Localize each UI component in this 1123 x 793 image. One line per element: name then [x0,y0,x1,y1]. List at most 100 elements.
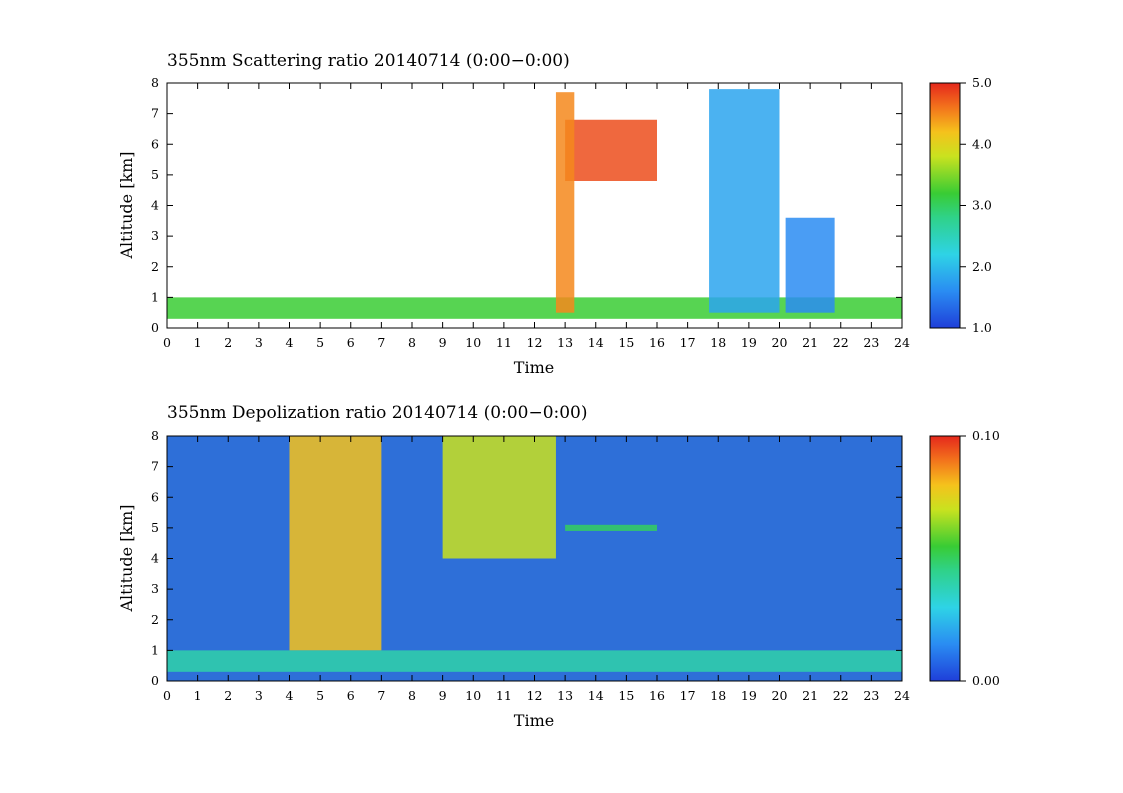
x-tick-label: 24 [894,688,910,703]
x-tick-label: 19 [741,688,757,703]
y-tick-label: 2 [151,259,159,274]
x-tick-label: 0 [163,688,171,703]
x-axis: 0 1 2 3 4 5 6 7 8 9 10 11 12 13 14 15 16 17 18 19 20 21 22 23 24 [163,83,910,350]
depolarization-ratio-panel: 355nm Depolization ratio 20140714 (0:00−… [117,403,1000,730]
x-tick-label: 2 [224,688,232,703]
x-tick-label: 24 [894,335,910,350]
x-tick-label: 13 [557,335,573,350]
y-tick-label: 6 [151,489,159,504]
colorbar [929,82,961,329]
x-tick-label: 10 [465,335,481,350]
x-tick-label: 16 [649,335,665,350]
x-tick-label: 14 [588,335,604,350]
x-tick-label: 5 [316,335,324,350]
x-tick-label: 12 [527,688,543,703]
heatmap-region [785,217,835,313]
x-tick-label: 5 [316,688,324,703]
y-tick-label: 3 [151,581,159,596]
x-axis-label: Time [514,711,554,730]
x-tick-label: 11 [496,688,512,703]
y-axis-label: Altitude [km] [117,151,136,259]
x-axis: 0 1 2 3 4 5 6 7 8 9 10 11 12 13 14 15 16 17 18 19 20 21 22 23 24 [163,436,910,703]
colorbar-ticks: 5.0 4.0 3.0 2.0 1.0 [960,75,992,335]
x-tick-label: 22 [833,688,849,703]
x-tick-label: 1 [194,335,202,350]
x-tick-label: 15 [618,688,634,703]
y-tick-label: 3 [151,228,159,243]
x-tick-label: 9 [439,335,447,350]
heatmap-region [442,436,556,559]
y-tick-label: 1 [151,642,159,657]
x-axis-label: Time [514,358,554,377]
x-tick-label: 21 [802,688,818,703]
chart-title: 355nm Scattering ratio 20140714 (0:00−0:… [167,51,570,71]
y-axis: 0 1 2 3 4 5 6 7 8 [151,75,902,335]
colorbar-tick-label: 0.10 [972,428,1000,443]
heatmap-region [289,436,382,651]
x-tick-label: 4 [286,688,294,703]
x-tick-label: 6 [347,688,355,703]
y-axis: 0 1 2 3 4 5 6 7 8 [151,428,902,688]
y-tick-label: 5 [151,167,159,182]
chart-title: 355nm Depolization ratio 20140714 (0:00−… [167,403,588,423]
x-tick-label: 10 [465,688,481,703]
heatmap-region [709,89,780,313]
x-tick-label: 7 [377,335,385,350]
x-tick-label: 20 [772,688,788,703]
y-tick-label: 0 [151,673,159,688]
x-tick-label: 0 [163,335,171,350]
x-tick-label: 8 [408,335,416,350]
x-tick-label: 18 [710,688,726,703]
x-tick-label: 23 [863,688,879,703]
x-tick-label: 7 [377,688,385,703]
x-tick-label: 4 [286,335,294,350]
x-tick-label: 13 [557,688,573,703]
x-tick-label: 19 [741,335,757,350]
y-tick-label: 7 [151,106,159,121]
y-tick-label: 0 [151,320,159,335]
colorbar-tick-label: 5.0 [972,75,992,90]
x-tick-label: 11 [496,335,512,350]
y-tick-label: 8 [151,75,159,90]
x-tick-label: 17 [680,688,696,703]
heatmap-region [565,524,657,531]
y-tick-label: 4 [151,198,159,213]
colorbar [929,435,961,682]
scattering-ratio-panel: 355nm Scattering ratio 20140714 (0:00−0:… [117,51,992,377]
y-tick-label: 1 [151,289,159,304]
x-tick-label: 2 [224,335,232,350]
y-axis-label: Altitude [km] [117,504,136,612]
colorbar-ticks: 0.10 0.00 [960,428,1000,688]
x-tick-label: 3 [255,335,263,350]
heatmap-region [565,119,657,181]
x-tick-label: 14 [588,688,604,703]
x-tick-label: 1 [194,688,202,703]
heatmap-region [555,92,575,313]
x-tick-label: 17 [680,335,696,350]
heatmap-image [167,89,902,319]
x-tick-label: 3 [255,688,263,703]
colorbar-tick-label: 4.0 [972,136,992,151]
x-tick-label: 6 [347,335,355,350]
x-tick-label: 23 [863,335,879,350]
heatmap-region [167,650,902,672]
x-tick-label: 16 [649,688,665,703]
x-tick-label: 21 [802,335,818,350]
colorbar-tick-label: 0.00 [972,673,1000,688]
heatmap-image [167,436,902,672]
colorbar-tick-label: 1.0 [972,320,992,335]
y-tick-label: 6 [151,136,159,151]
x-tick-label: 12 [527,335,543,350]
y-tick-label: 2 [151,612,159,627]
colorbar-tick-label: 2.0 [972,259,992,274]
x-tick-label: 15 [618,335,634,350]
x-tick-label: 9 [439,688,447,703]
colorbar-tick-label: 3.0 [972,198,992,213]
y-tick-label: 8 [151,428,159,443]
y-tick-label: 4 [151,551,159,566]
x-tick-label: 22 [833,335,849,350]
x-tick-label: 20 [772,335,788,350]
y-tick-label: 5 [151,520,159,535]
x-tick-label: 8 [408,688,416,703]
